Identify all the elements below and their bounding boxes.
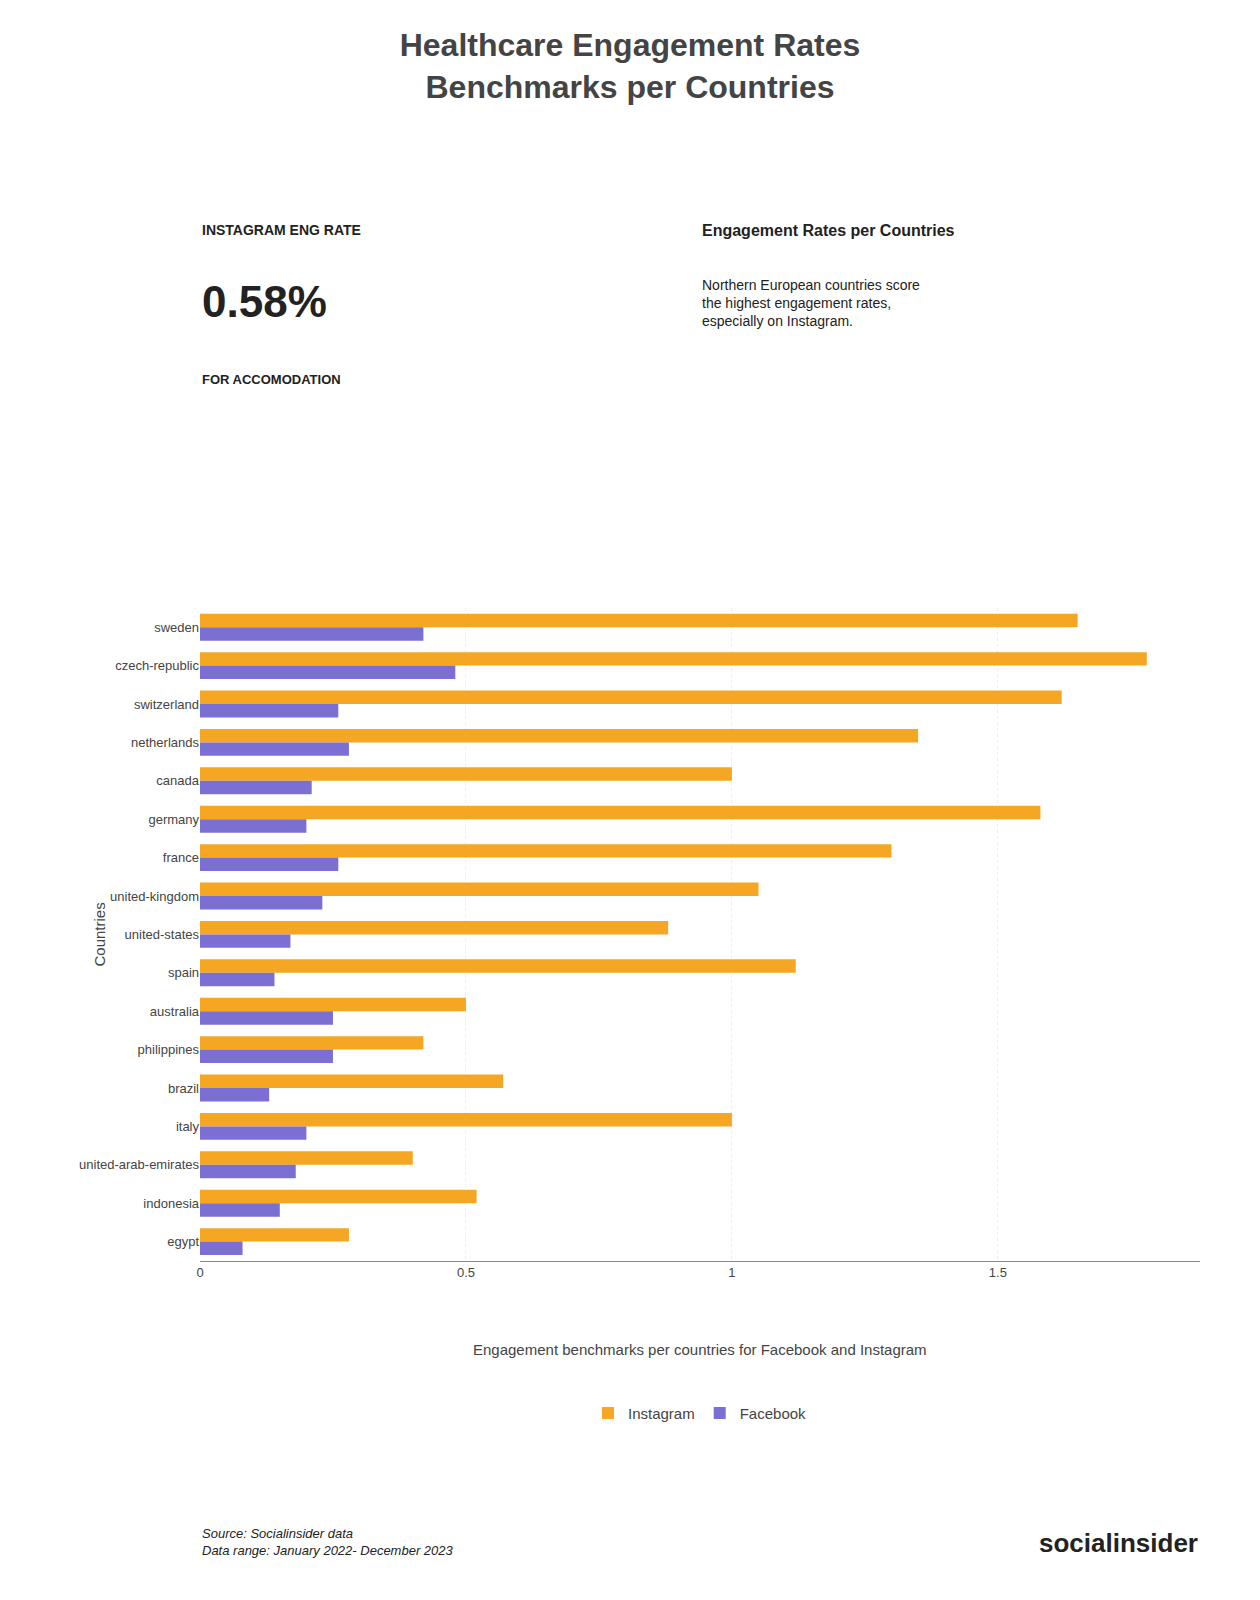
svg-text:united-arab-emirates: united-arab-emirates xyxy=(79,1157,199,1172)
svg-text:Engagement Rates per Countries: Engagement Rates per Countries xyxy=(702,222,955,239)
svg-text:FOR ACCOMODATION: FOR ACCOMODATION xyxy=(202,372,341,387)
svg-text:1.5: 1.5 xyxy=(989,1265,1007,1280)
svg-text:egypt: egypt xyxy=(167,1234,199,1249)
svg-text:1: 1 xyxy=(728,1265,735,1280)
svg-text:united-states: united-states xyxy=(125,927,200,942)
svg-text:INSTAGRAM ENG RATE: INSTAGRAM ENG RATE xyxy=(202,222,361,238)
svg-text:Engagement benchmarks per coun: Engagement benchmarks per countries for … xyxy=(473,1341,927,1358)
svg-text:czech-republic: czech-republic xyxy=(115,658,199,673)
svg-text:Countries: Countries xyxy=(91,902,108,966)
svg-text:australia: australia xyxy=(150,1004,200,1019)
svg-text:philippines: philippines xyxy=(138,1042,200,1057)
svg-text:indonesia: indonesia xyxy=(143,1196,199,1211)
svg-text:brazil: brazil xyxy=(168,1081,199,1096)
svg-text:switzerland: switzerland xyxy=(134,697,199,712)
svg-text:spain: spain xyxy=(168,965,199,980)
svg-text:Healthcare Engagement RatesBen: Healthcare Engagement RatesBenchmarks pe… xyxy=(400,27,861,105)
svg-text:united-kingdom: united-kingdom xyxy=(110,889,199,904)
svg-text:Source: Socialinsider dataData: Source: Socialinsider dataData range: Ja… xyxy=(202,1526,454,1558)
svg-text:canada: canada xyxy=(156,773,199,788)
svg-text:Instagram: Instagram xyxy=(628,1405,695,1422)
svg-text:france: france xyxy=(163,850,199,865)
svg-text:Northern European countries sc: Northern European countries scorethe hig… xyxy=(702,277,920,329)
svg-text:0: 0 xyxy=(196,1265,203,1280)
svg-text:socialinsider: socialinsider xyxy=(1039,1528,1198,1558)
svg-text:germany: germany xyxy=(148,812,199,827)
svg-text:netherlands: netherlands xyxy=(131,735,199,750)
svg-text:sweden: sweden xyxy=(154,620,199,635)
svg-text:0.58%: 0.58% xyxy=(202,277,327,326)
svg-text:0.5: 0.5 xyxy=(457,1265,475,1280)
svg-text:italy: italy xyxy=(176,1119,200,1134)
svg-text:Facebook: Facebook xyxy=(740,1405,806,1422)
